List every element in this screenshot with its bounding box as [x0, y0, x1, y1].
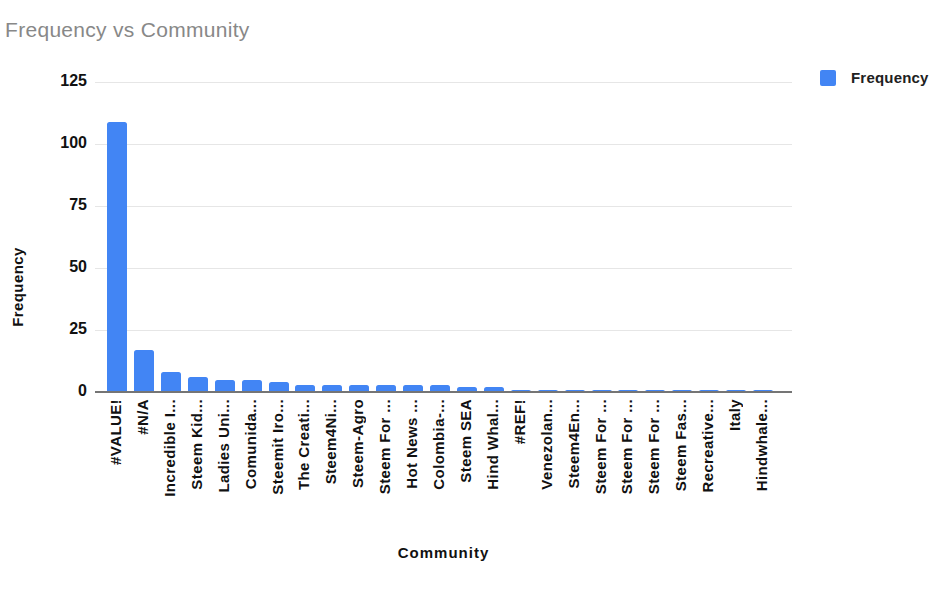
x-tick-label-16: #REF! — [511, 399, 528, 444]
gridline-125 — [95, 82, 792, 83]
gridline-50 — [95, 268, 792, 269]
legend-swatch-icon — [820, 70, 836, 86]
x-tick-label-3: Incredible I... — [161, 399, 178, 497]
plot-area — [95, 82, 792, 392]
x-tick-label-17: Venezolan... — [538, 399, 555, 490]
bar-3 — [161, 372, 181, 392]
x-tick-label-9: Steem4Ni... — [322, 399, 339, 484]
y-axis-title: Frequency — [9, 247, 26, 326]
bar-2 — [134, 350, 154, 392]
y-tick-label-0: 0 — [24, 382, 87, 400]
legend: Frequency — [820, 69, 929, 86]
y-tick-label-100: 100 — [24, 134, 87, 152]
legend-label: Frequency — [851, 69, 929, 86]
x-tick-label-20: Steem For ... — [618, 399, 635, 494]
y-tick-label-50: 50 — [24, 258, 87, 276]
x-tick-label-6: Comunida... — [242, 399, 259, 489]
x-tick-label-2: #N/A — [134, 399, 151, 435]
x-tick-label-22: Steem Fas... — [672, 399, 689, 491]
x-tick-label-21: Steem For ... — [645, 399, 662, 494]
y-tick-label-75: 75 — [24, 196, 87, 214]
x-tick-label-12: Hot News ... — [403, 399, 420, 489]
bar-4 — [188, 377, 208, 392]
chart-container[interactable]: Frequency vs Community Frequency Communi… — [0, 0, 935, 595]
gridline-25 — [95, 330, 792, 331]
x-tick-label-4: Steem Kid... — [188, 399, 205, 490]
x-tick-label-8: The Creati... — [295, 399, 312, 490]
x-tick-label-15: Hind Whal... — [484, 399, 501, 490]
x-tick-label-14: Steem SEA — [457, 399, 474, 483]
x-tick-label-23: Recreative... — [699, 399, 716, 493]
x-tick-label-1: #VALUE! — [107, 399, 124, 465]
x-tick-label-19: Steem For ... — [592, 399, 609, 494]
y-tick-label-125: 125 — [24, 72, 87, 90]
x-tick-label-11: Steem For ... — [376, 399, 393, 494]
x-tick-label-5: Ladies Uni... — [215, 399, 232, 493]
chart-title: Frequency vs Community — [5, 18, 250, 42]
x-tick-label-13: Colombia-... — [430, 399, 447, 490]
x-tick-label-25: Hindwhale... — [753, 399, 770, 491]
bar-1 — [107, 122, 127, 392]
x-tick-label-7: Steemit Iro... — [269, 399, 286, 495]
gridline-100 — [95, 144, 792, 145]
x-tick-label-10: Steem-Agro — [349, 399, 366, 488]
y-tick-label-25: 25 — [24, 320, 87, 338]
x-tick-label-18: Steem4En... — [565, 399, 582, 488]
x-tick-label-24: Italy — [726, 399, 743, 431]
x-axis-title: Community — [95, 544, 792, 561]
x-axis-line — [95, 391, 792, 393]
gridline-75 — [95, 206, 792, 207]
